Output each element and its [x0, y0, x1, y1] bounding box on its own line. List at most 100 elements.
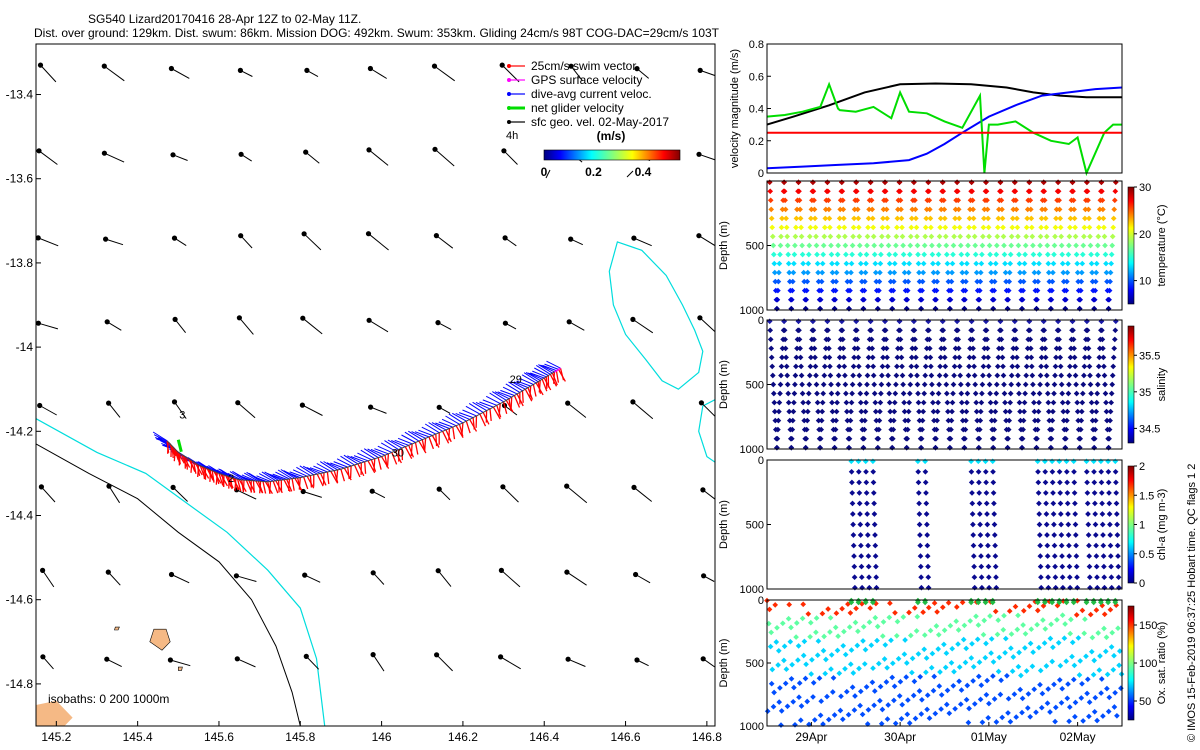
chla-point: [1107, 532, 1114, 538]
salinity-point: [1021, 408, 1027, 415]
dac-vector: [350, 456, 365, 463]
chla-point: [1106, 490, 1112, 496]
temperature-point: [861, 296, 867, 303]
oxygen-point: [927, 627, 934, 634]
map-y-tick-label: -14.4: [6, 509, 34, 523]
chla-point: [915, 479, 922, 486]
gps-surface-velocity-vector: [554, 367, 561, 373]
chla-point: [1084, 500, 1091, 507]
oxygen-point: [1012, 603, 1019, 610]
chla-point: [1091, 479, 1098, 486]
temperature-point: [930, 269, 937, 276]
dac-vector: [343, 454, 359, 465]
temperature-point: [984, 197, 990, 204]
salinity-point: [791, 399, 797, 406]
salinity-point: [928, 372, 935, 379]
chla-point: [1049, 458, 1055, 465]
chla-point: [858, 563, 865, 570]
salinity-point: [1057, 354, 1064, 361]
oxygen-point: [832, 624, 839, 631]
oxygen-point: [943, 701, 950, 708]
temperature-point: [818, 278, 825, 285]
temperature-point: [1111, 206, 1118, 213]
geo-arrow-head: [171, 235, 178, 241]
salinity-point: [949, 399, 956, 406]
temperature-point: [1013, 197, 1019, 204]
temperature-point: [1045, 260, 1052, 267]
salinity-point: [1055, 318, 1061, 325]
chla-point: [985, 574, 992, 581]
oxygen-point: [914, 613, 921, 620]
chla-point: [1035, 479, 1042, 486]
salinity-point: [977, 417, 984, 424]
temperature-point: [1105, 305, 1112, 312]
salinity-point: [969, 327, 975, 334]
oxygen-point: [807, 619, 814, 626]
temperature-point: [1106, 287, 1113, 294]
temperature-point: [786, 278, 793, 285]
oxygen-point: [862, 646, 869, 653]
dac-vector: [401, 434, 416, 443]
oxygen-point: [801, 638, 808, 645]
salinity-point: [786, 417, 793, 424]
swim-vector: [386, 453, 390, 466]
oxygen-point: [848, 647, 855, 653]
temperature-point: [774, 296, 781, 303]
temperature-point: [813, 233, 819, 240]
salinity-point: [1017, 408, 1023, 415]
oxygen-point: [1002, 635, 1009, 642]
temperature-point: [767, 197, 774, 204]
geo-arrow-head: [40, 654, 46, 660]
oxygen-point: [925, 604, 932, 611]
oxygen-point: [847, 661, 854, 668]
salinity-point: [991, 417, 998, 424]
temperature-point: [926, 197, 933, 204]
chla-point: [1073, 542, 1079, 549]
salinity-point: [1084, 318, 1090, 325]
salinity-point: [904, 426, 911, 433]
salinity-point: [959, 408, 966, 415]
temperature-point: [828, 242, 834, 249]
salinity-point: [873, 417, 880, 424]
salinity-point: [969, 336, 976, 343]
dac-vector: [465, 405, 481, 415]
temperature-point: [777, 251, 783, 258]
salinity-point: [1037, 381, 1043, 388]
temperature-point: [1008, 233, 1015, 240]
chla-point: [1050, 511, 1057, 517]
swim-vector: [404, 446, 413, 460]
chla-point: [1114, 532, 1121, 538]
salinity-point: [972, 381, 979, 388]
oxygen-point: [917, 673, 924, 680]
dac-vector: [462, 409, 477, 417]
chla-point: [1115, 553, 1121, 559]
salinity-point: [915, 399, 922, 406]
swim-vector: [516, 393, 524, 407]
geo-arrow-shaft: [236, 575, 257, 582]
salinity-point: [925, 318, 932, 325]
temperature-point: [1048, 296, 1055, 303]
oxygen-point: [1057, 662, 1064, 669]
oxygen-point: [900, 614, 907, 620]
chla-point: [863, 479, 870, 486]
temperature-point: [1065, 251, 1072, 258]
dac-vector: [519, 377, 534, 385]
temperature-point: [911, 188, 918, 195]
chla-point: [1098, 468, 1105, 475]
salinity-point: [907, 381, 914, 388]
oxygen-point: [961, 622, 968, 629]
temperature-point: [923, 206, 930, 213]
oxygen-point: [990, 659, 997, 665]
oxygen-point: [800, 601, 807, 608]
geo-arrow-head: [237, 67, 243, 73]
salinity-point: [1059, 399, 1066, 406]
oxygen-point: [1116, 662, 1122, 669]
oxygen-point: [968, 655, 975, 661]
oxygen-point: [997, 691, 1004, 698]
temperature-point: [935, 251, 942, 258]
chla-point: [968, 468, 975, 475]
colorbar-title: (m/s): [597, 129, 626, 143]
temperature-point: [814, 251, 820, 258]
geo-arrow-head: [369, 488, 375, 494]
temperature-point: [835, 233, 842, 240]
